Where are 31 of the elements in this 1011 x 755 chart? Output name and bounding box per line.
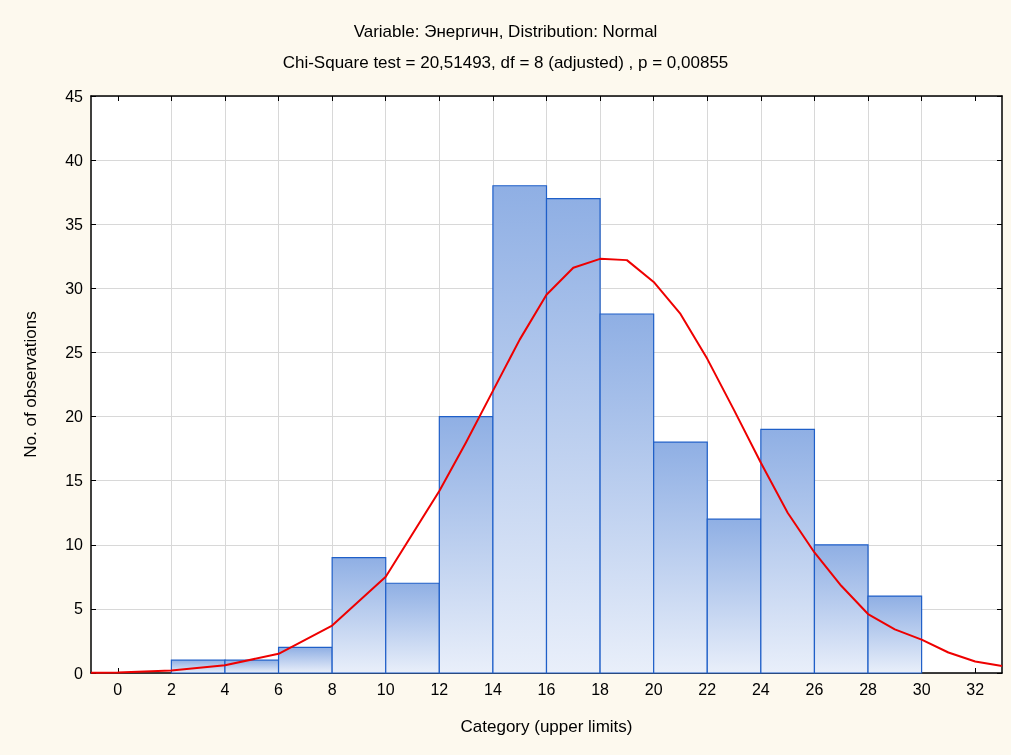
y-tick-label: 40 [65,151,84,169]
y-tick-label: 35 [65,215,84,233]
x-tick-label: 6 [274,680,284,698]
y-tick-label: 25 [65,343,84,361]
chart-title: Variable: Энергичн, Distribution: Normal [353,22,658,41]
x-tick-label: 2 [166,680,176,698]
x-tick-label: 16 [537,680,556,698]
y-tick-label: 15 [65,472,84,490]
y-tick-label: 30 [65,279,84,297]
x-axis-title: Category (upper limits) [460,717,633,736]
x-tick-label: 22 [698,680,717,698]
y-tick-label: 0 [74,664,84,682]
x-tick-label: 24 [751,680,770,698]
x-tick-label: 10 [376,680,395,698]
chart-subtitle: Chi-Square test = 20,51493, df = 8 (adjusted) , p = 0,00855 [282,53,729,72]
x-tick-label: 0 [113,680,123,698]
x-tick-label: 32 [966,680,985,698]
y-tick-label: 45 [65,87,84,105]
x-tick-label: 14 [484,680,502,698]
x-tick-label: 12 [430,680,449,698]
y-tick-label: 5 [74,600,84,618]
x-tick-label: 28 [859,680,878,698]
x-tick-label: 20 [644,680,663,698]
x-tick-label: 8 [327,680,337,698]
y-axis-title: No. of observations [21,311,40,458]
x-tick-label: 30 [912,680,931,698]
x-tick-label: 18 [591,680,610,698]
y-tick-label: 10 [65,536,84,554]
x-tick-label: 26 [805,680,824,698]
y-tick-label: 20 [65,408,84,426]
x-tick-label: 4 [220,680,230,698]
